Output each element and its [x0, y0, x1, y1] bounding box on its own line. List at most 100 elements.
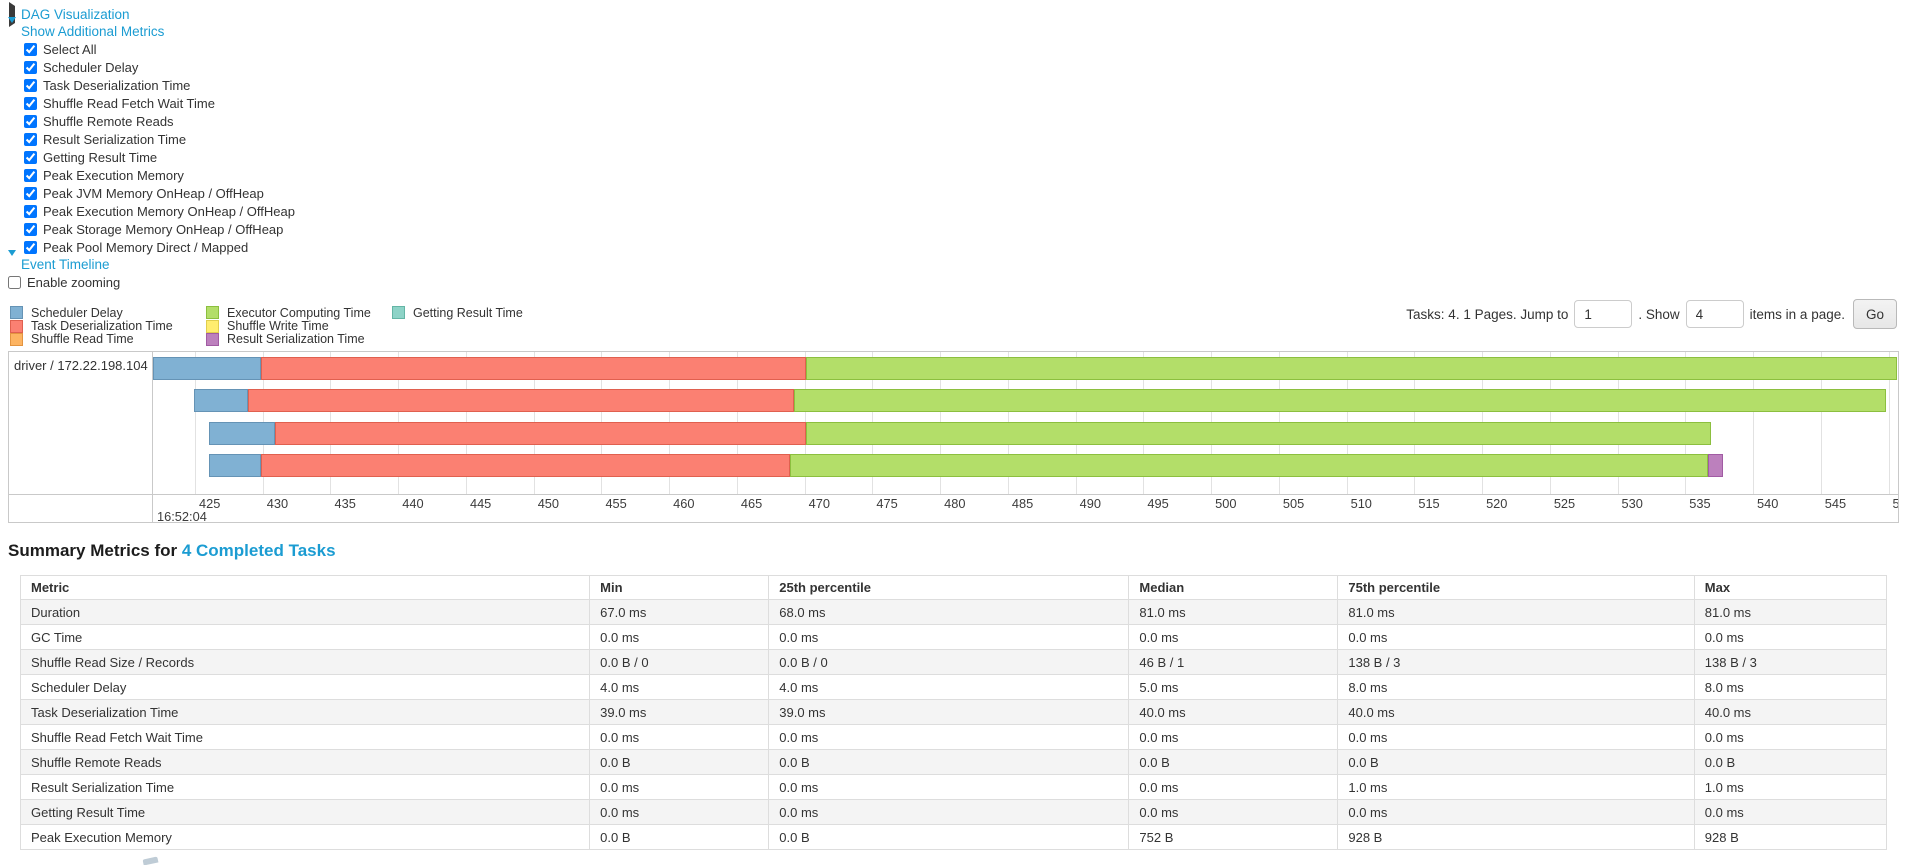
summary-metrics-table: Metric Min 25th percentile Median 75th perce… [19, 575, 1888, 850]
jump-to-page-input[interactable] [1574, 300, 1633, 328]
axis-tick-label: 435 [334, 496, 356, 511]
metric-value-cell: 138 B / 3 [1693, 649, 1888, 675]
task-bar-segment-task-deserialization[interactable] [261, 357, 806, 380]
axis-tick-label: 450 [537, 496, 560, 511]
table-header-cell: Metric [19, 575, 591, 600]
task-bar-segment-scheduler-delay[interactable] [208, 421, 275, 445]
metric-value-cell: 752 B [1128, 824, 1339, 850]
task-bar-segment-task-deserialization[interactable] [247, 389, 794, 413]
metric-value-cell: 0.0 ms [589, 774, 770, 800]
metric-checkbox-row: Getting Result Time [24, 148, 295, 166]
metric-checkbox-label: Peak Storage Memory OnHeap / OffHeap [43, 221, 284, 237]
metric-checkbox[interactable] [24, 60, 37, 74]
metric-checkbox-label: Peak JVM Memory OnHeap / OffHeap [43, 185, 264, 201]
table-header-cell: 75th percentile [1337, 575, 1695, 600]
event-timeline-toggle[interactable]: Event Timeline [8, 249, 295, 273]
metric-checkbox-row: Peak Pool Memory Direct / Mapped [24, 238, 295, 256]
table-row: Peak Execution Memory 0.0 B 0.0 B 752 B 928 … [19, 824, 1888, 850]
task-bar-segment-scheduler-delay[interactable] [153, 357, 262, 380]
task-bar-segment-result-serialization[interactable] [1708, 453, 1724, 477]
task-bar-segment-task-deserialization[interactable] [261, 453, 790, 477]
metric-value-cell: 0.0 ms [768, 724, 1130, 750]
task-bar-segment-task-deserialization[interactable] [274, 421, 806, 445]
timeline-plot-area [153, 352, 1898, 494]
metric-value-cell: 0.0 B [768, 824, 1130, 850]
metric-checkbox[interactable] [24, 150, 37, 164]
metric-value-cell: 0.0 B / 0 [768, 649, 1130, 675]
metric-name-cell: GC Time [19, 624, 591, 650]
shuffle-read-swatch [10, 332, 23, 346]
enable-zooming-checkbox[interactable] [8, 275, 21, 289]
metric-checkbox-label: Peak Execution Memory OnHeap / OffHeap [43, 203, 295, 219]
stage-page-controls: DAG Visualization Show Additional Metric… [8, 1, 295, 291]
metric-checkbox-label: Select All [43, 41, 97, 57]
table-row: Result Serialization Time 0.0 ms 0.0 ms 0.0… [19, 774, 1888, 800]
axis-tick-label: 545 [1824, 496, 1847, 511]
metric-checkbox-row: Shuffle Remote Reads [24, 112, 295, 130]
task-bar-segment-scheduler-delay[interactable] [208, 453, 262, 477]
metric-name-cell: Peak Execution Memory [19, 824, 591, 850]
metric-checkbox[interactable] [24, 186, 37, 200]
metric-checkbox[interactable] [24, 132, 37, 146]
legend-label: Shuffle Read Time [31, 332, 134, 347]
metric-value-cell: 0.0 B [1693, 749, 1888, 775]
axis-tick-label: 535 [1689, 496, 1711, 511]
result-serialization-swatch [206, 332, 219, 346]
table-row: Task Deserialization Time 39.0 ms 39.0 ms 4… [19, 699, 1888, 725]
legend-item: Scheduler Delay [10, 306, 206, 320]
axis-tick-label: 470 [808, 496, 831, 511]
show-additional-metrics-toggle[interactable]: Show Additional Metrics [8, 16, 295, 40]
metric-value-cell: 39.0 ms [589, 699, 770, 725]
metric-checkbox-label: Shuffle Read Fetch Wait Time [43, 95, 215, 111]
metric-value-cell: 0.0 B [768, 749, 1130, 775]
metric-checkbox-list: Select All Scheduler Delay Task Deserializ… [8, 40, 295, 256]
metric-value-cell: 0.0 ms [768, 624, 1130, 650]
task-bar-segment-executor-computing[interactable] [806, 357, 1897, 380]
go-button[interactable]: Go [1852, 299, 1897, 329]
task-deserialization-swatch [10, 319, 23, 333]
metric-value-cell: 81.0 ms [1693, 599, 1888, 625]
metric-checkbox[interactable] [24, 96, 37, 110]
metric-checkbox[interactable] [24, 114, 37, 128]
metric-checkbox[interactable] [24, 78, 37, 92]
legend-column: Executor Computing Time Shuffle Write Tim… [206, 306, 392, 346]
dag-visualization-toggle[interactable]: DAG Visualization [8, 1, 295, 27]
metric-checkbox[interactable] [24, 204, 37, 218]
metric-checkbox-label: Task Deserialization Time [43, 77, 191, 93]
legend-item: Result Serialization Time [206, 332, 392, 347]
cutoff-fragment [142, 856, 159, 865]
table-row: Shuffle Read Size / Records 0.0 B / 0 0.0 … [19, 649, 1888, 675]
axis-major-label: 16:52:04 [157, 509, 207, 523]
metric-checkbox-row: Shuffle Read Fetch Wait Time [24, 94, 295, 112]
metric-value-cell: 0.0 ms [1693, 624, 1888, 650]
task-bar-segment-executor-computing[interactable] [793, 389, 1886, 413]
metric-checkbox[interactable] [24, 240, 37, 254]
axis-tick-label: 510 [1350, 496, 1372, 511]
metric-value-cell: 39.0 ms [768, 699, 1130, 725]
legend-column: Scheduler Delay Task Deserialization Time… [10, 306, 206, 346]
metric-value-cell: 0.0 ms [1128, 624, 1339, 650]
summary-metrics-heading: Summary Metrics for 4 Completed Tasks [8, 541, 336, 561]
axis-tick-label: 460 [673, 496, 695, 511]
metric-checkbox[interactable] [24, 42, 37, 56]
completed-tasks-link[interactable]: 4 Completed Tasks [181, 541, 336, 560]
metric-checkbox-label: Scheduler Delay [43, 59, 139, 75]
legend-item: Shuffle Read Time [10, 332, 206, 347]
items-per-page-input[interactable] [1685, 300, 1744, 328]
axis-tick-label: 530 [1621, 496, 1643, 511]
table-header-cell: Max [1693, 575, 1888, 600]
metric-checkbox[interactable] [24, 222, 37, 236]
metric-value-cell: 0.0 B / 0 [589, 649, 770, 675]
metric-checkbox-row: Result Serialization Time [24, 130, 295, 148]
task-bar-segment-executor-computing[interactable] [806, 421, 1712, 445]
timeline-gridline [1888, 352, 1890, 494]
task-bar-segment-scheduler-delay[interactable] [193, 389, 248, 413]
pagination-between-text: . Show [1638, 306, 1680, 322]
metric-checkbox[interactable] [24, 168, 37, 182]
task-bar-segment-executor-computing[interactable] [789, 453, 1709, 477]
metric-value-cell: 0.0 ms [1693, 724, 1888, 750]
legend-label: Result Serialization Time [227, 332, 365, 347]
table-header-cell: Min [589, 575, 770, 600]
legend-label: Task Deserialization Time [31, 319, 173, 334]
legend-column: Getting Result Time [392, 306, 523, 346]
